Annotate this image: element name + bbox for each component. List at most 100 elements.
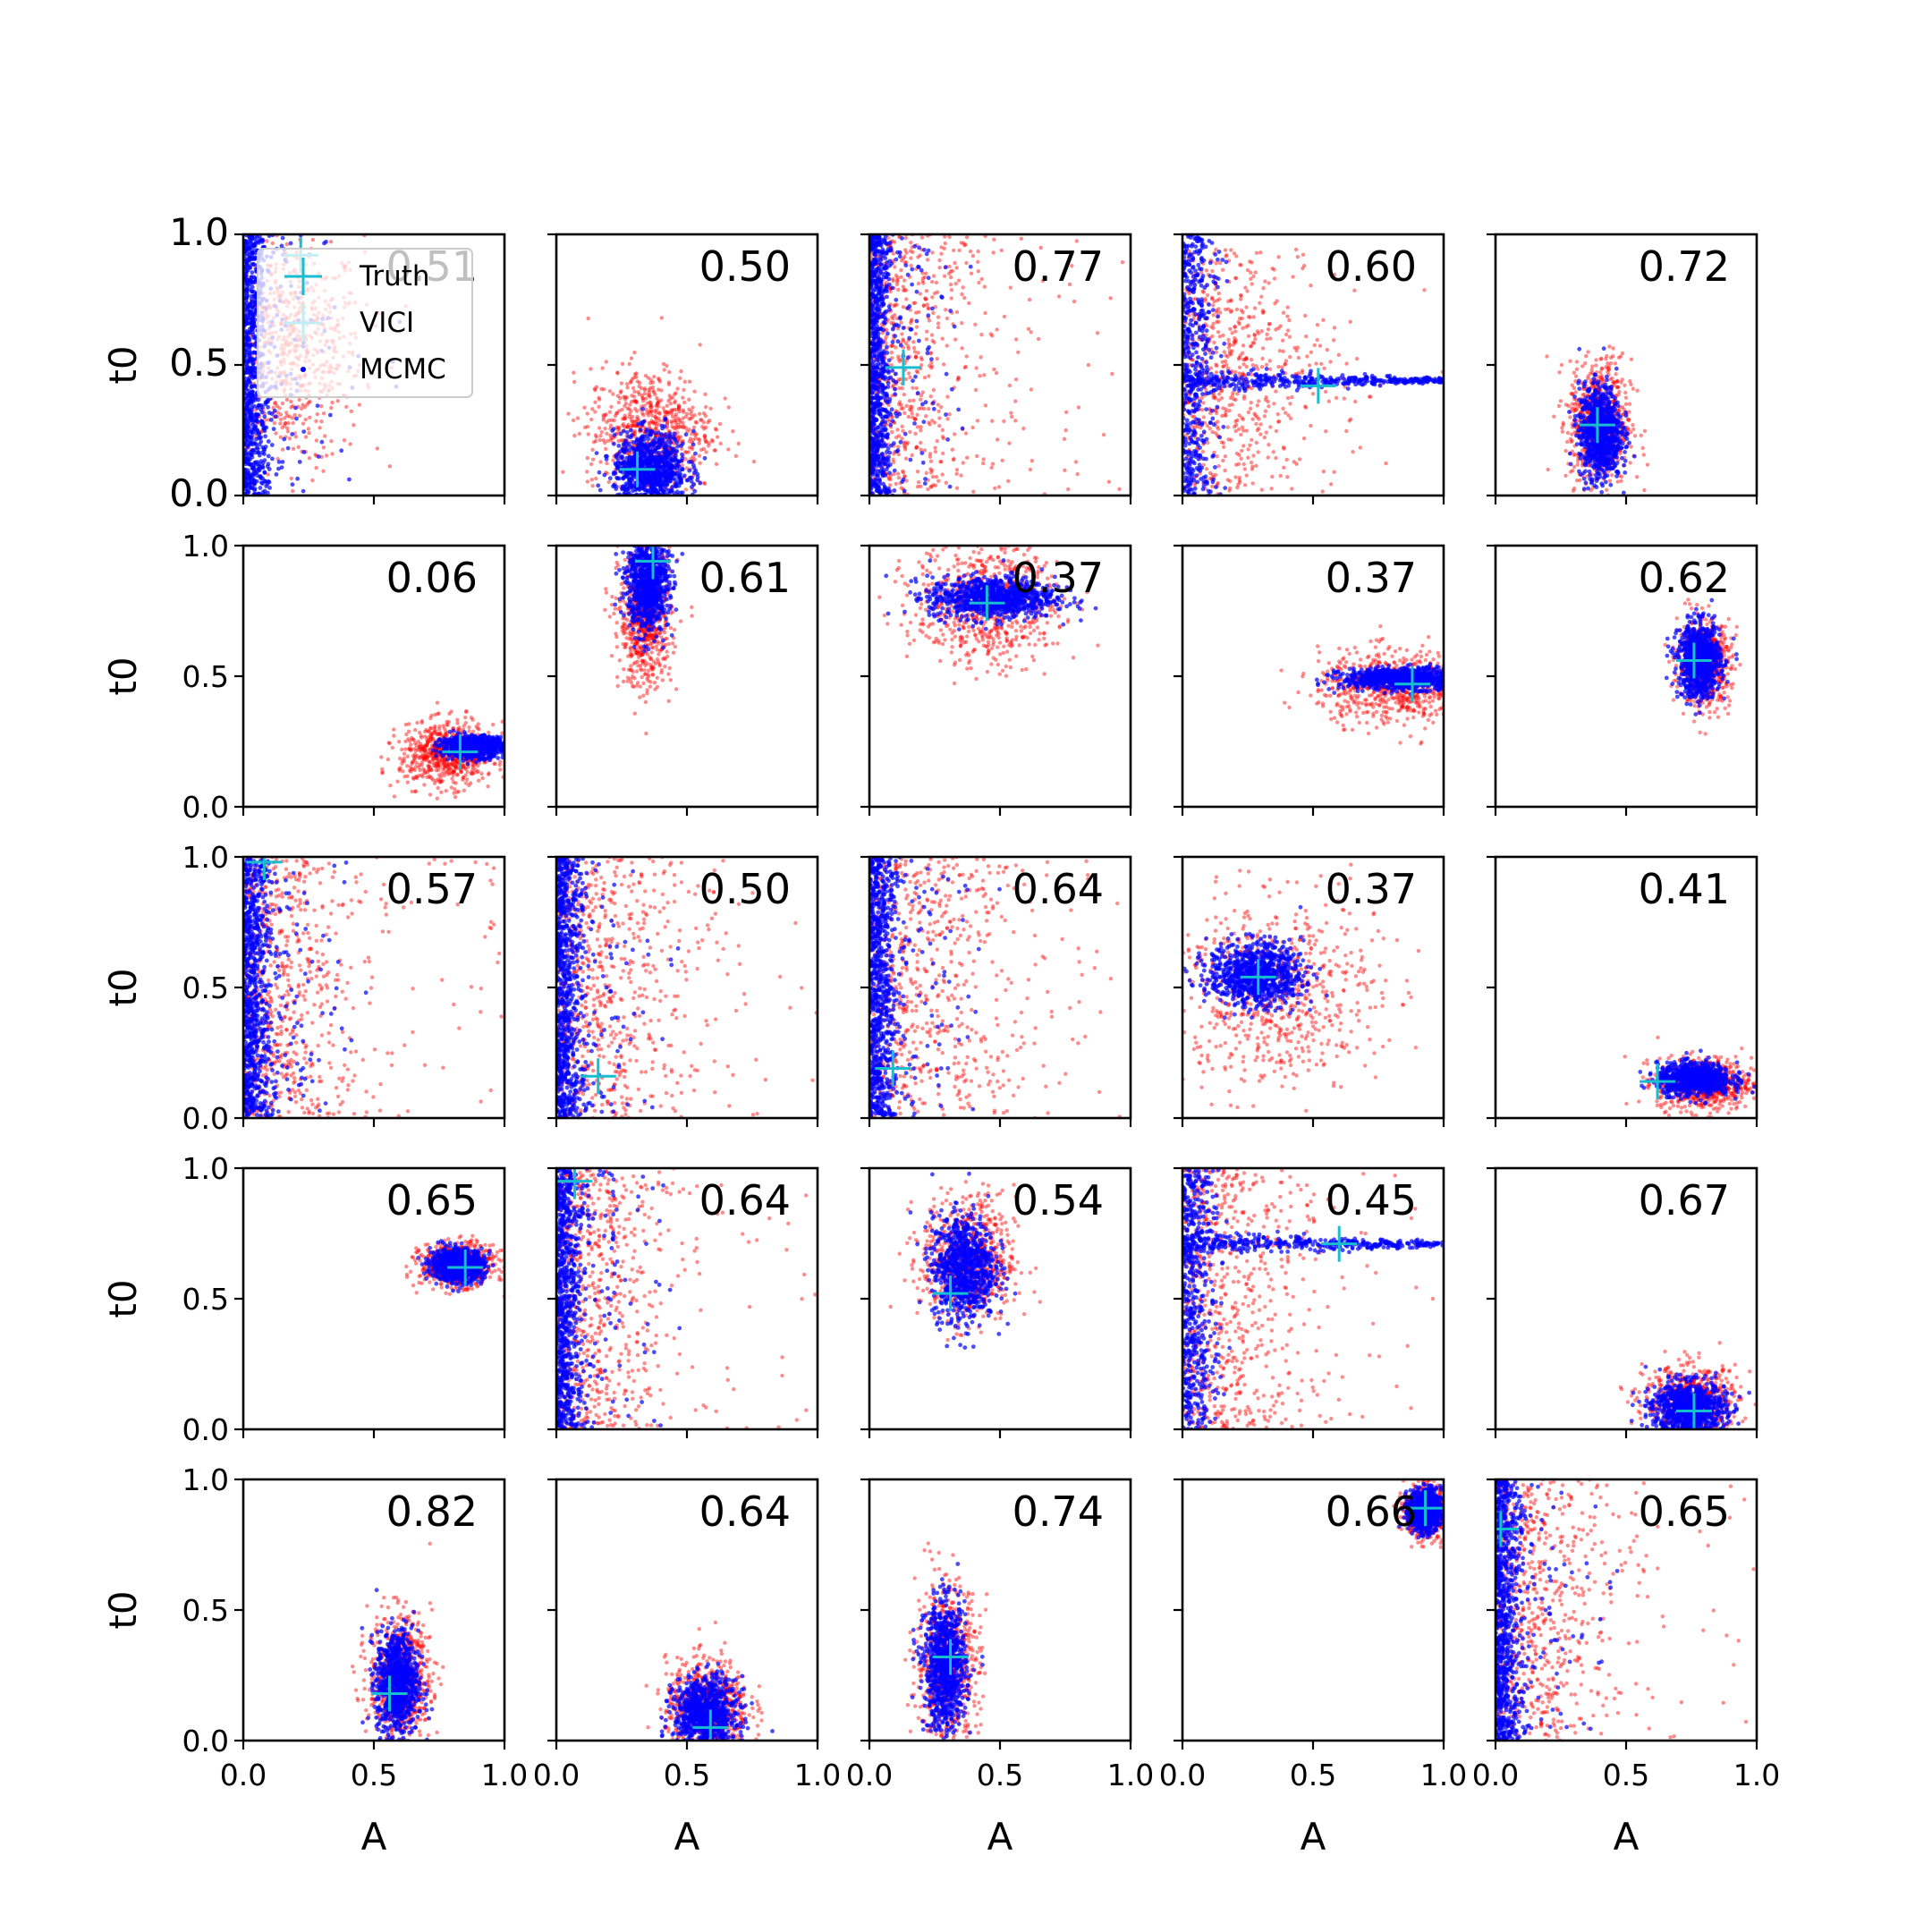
vici-point — [631, 423, 636, 428]
vici-point — [970, 253, 976, 258]
vici-point — [597, 404, 601, 409]
vici-point — [297, 413, 302, 418]
vici-point — [642, 386, 647, 391]
vici-point — [657, 387, 661, 392]
vici-point — [698, 343, 702, 347]
vici-point — [1274, 327, 1278, 332]
vici-point — [893, 313, 897, 318]
vici-point — [1233, 397, 1238, 402]
mcmc-point — [874, 472, 878, 478]
mcmc-point — [870, 461, 876, 466]
mcmc-point — [888, 422, 894, 428]
vici-point — [676, 416, 681, 421]
vici-point — [1272, 276, 1277, 281]
mcmc-point — [931, 406, 936, 411]
vici-point — [913, 417, 918, 421]
vici-point — [903, 341, 909, 345]
vici-point — [615, 370, 620, 375]
vici-point — [906, 414, 911, 419]
mcmc-point — [250, 394, 254, 399]
vici-point — [631, 376, 636, 380]
vici-point — [914, 445, 919, 450]
vici-point — [692, 413, 697, 418]
vici-point — [708, 406, 713, 411]
vici-point — [908, 375, 912, 379]
vici-point — [679, 369, 683, 374]
mcmc-point — [952, 324, 957, 329]
vici-point — [303, 417, 308, 422]
vici-point — [707, 441, 711, 445]
vici-point — [335, 399, 340, 403]
vici-point — [890, 429, 894, 435]
vici-point — [952, 248, 956, 253]
mcmc-point — [640, 454, 645, 460]
vici-point — [620, 361, 625, 366]
vici-point — [888, 483, 893, 487]
vici-point — [1232, 251, 1237, 256]
vici-point — [964, 235, 970, 240]
vici-point — [656, 398, 660, 403]
mcmc-point — [661, 479, 665, 485]
vici-point — [927, 420, 931, 425]
mcmc-point — [613, 461, 618, 466]
mcmc-point — [623, 485, 628, 490]
vici-point — [903, 377, 909, 382]
mcmc-point — [921, 419, 927, 425]
mcmc-point — [875, 357, 880, 362]
vici-point — [932, 291, 937, 296]
vici-point — [891, 457, 895, 462]
vici-point — [627, 361, 631, 367]
vici-point — [631, 394, 637, 399]
vici-point — [1228, 309, 1233, 314]
vici-point — [1266, 327, 1271, 332]
mcmc-point — [949, 386, 954, 392]
vici-point — [619, 438, 623, 443]
vici-point — [1205, 292, 1210, 298]
mcmc-point — [620, 455, 624, 461]
vici-point — [990, 419, 995, 423]
vici-point — [623, 397, 628, 402]
vici-point — [922, 448, 928, 453]
mcmc-point — [641, 485, 647, 490]
vici-point — [608, 433, 613, 438]
vici-point — [623, 401, 629, 406]
vici-point — [903, 236, 908, 241]
mcmc-point — [947, 484, 953, 489]
mcmc-point — [659, 487, 665, 492]
mcmc-point — [886, 446, 891, 451]
vici-point — [1296, 371, 1301, 376]
mcmc-point — [247, 330, 252, 335]
mcmc-point — [254, 436, 258, 442]
mcmc-point — [621, 476, 626, 481]
vici-point — [600, 366, 605, 370]
mcmc-point — [678, 480, 683, 485]
vici-point — [648, 381, 653, 386]
vici-point — [910, 405, 914, 410]
vici-point — [1227, 349, 1233, 353]
vici-point — [589, 417, 594, 422]
mcmc-point — [250, 318, 254, 324]
vici-point — [961, 285, 965, 290]
mcmc-point — [651, 442, 657, 447]
mcmc-point — [247, 303, 251, 309]
mcmc-point — [657, 450, 662, 455]
mcmc-point — [250, 248, 256, 253]
vici-point — [1258, 250, 1263, 255]
mcmc-point — [887, 470, 892, 476]
vici-point — [653, 415, 658, 419]
mcmc-point — [627, 479, 631, 484]
vici-point — [895, 279, 900, 284]
vici-point — [1344, 428, 1349, 434]
vici-point — [891, 317, 895, 321]
vici-point — [934, 475, 939, 479]
vici-point — [606, 418, 612, 423]
vici-point — [1353, 399, 1358, 404]
vici-point — [913, 310, 919, 315]
vici-point — [939, 460, 944, 464]
vici-point — [896, 402, 902, 407]
vici-point — [642, 391, 647, 396]
vici-point — [899, 402, 903, 407]
vici-point — [981, 457, 986, 462]
vici-point — [890, 343, 894, 348]
